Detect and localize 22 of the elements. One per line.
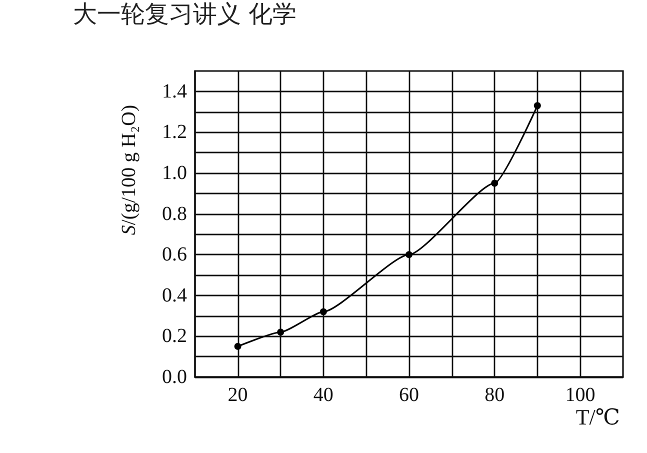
- x-tick-label: 20: [228, 384, 248, 406]
- point: [406, 251, 412, 258]
- x-tick-label: 100: [565, 384, 596, 406]
- text: 大一轮复习讲义 化学: [73, 0, 297, 28]
- y-tick-label: 1.4: [162, 80, 187, 102]
- point: [234, 342, 242, 350]
- y-tick-label: 0.2: [162, 325, 187, 348]
- x-tick-label: 60: [399, 384, 419, 406]
- y-tick-label: 0.6: [162, 244, 187, 266]
- point: [534, 102, 541, 110]
- point: [320, 308, 327, 316]
- x-tick-label: 40: [313, 384, 334, 406]
- point: [491, 180, 498, 187]
- y-tick-label: 0.4: [162, 284, 187, 306]
- point: [277, 328, 284, 336]
- y-tick-label: 1.2: [162, 121, 187, 144]
- x-axis-title: T/℃: [576, 404, 620, 430]
- y-tick-label: 0.0: [162, 366, 187, 388]
- y-tick-label: 0.8: [162, 202, 187, 225]
- y-axis-title: S/(g/100 g H₂O): [118, 104, 140, 236]
- y-tick-label: 1.0: [162, 162, 187, 184]
- x-tick-label: 80: [484, 384, 505, 406]
